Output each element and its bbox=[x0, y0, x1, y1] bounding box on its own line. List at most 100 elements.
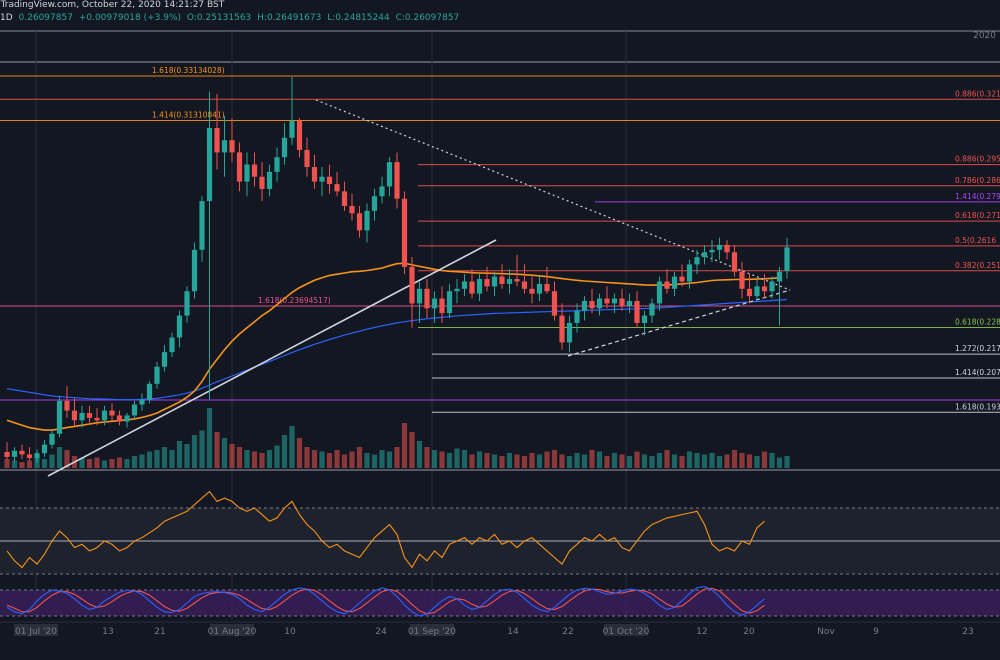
candle-75 bbox=[566, 315, 573, 353]
volume-bar-38 bbox=[289, 426, 295, 468]
last-price: 0.26097857 bbox=[18, 13, 73, 23]
candle-74 bbox=[559, 303, 565, 350]
candle-95 bbox=[716, 237, 723, 260]
candle-body-30 bbox=[229, 140, 235, 153]
candle-body-28 bbox=[214, 128, 220, 153]
candle-body-17 bbox=[131, 404, 138, 416]
volume-bar-34 bbox=[259, 453, 265, 468]
candle-body-75 bbox=[566, 322, 573, 343]
candle-102 bbox=[769, 276, 775, 299]
volume-bar-41 bbox=[311, 450, 318, 468]
stoch-band bbox=[0, 590, 1000, 616]
candle-92 bbox=[694, 249, 700, 275]
volume-bar-59 bbox=[446, 453, 453, 468]
time-tick-8: 22 bbox=[562, 627, 573, 637]
candle-body-49 bbox=[371, 196, 378, 211]
candle-body-59 bbox=[446, 291, 453, 314]
candle-83 bbox=[626, 293, 633, 314]
candle-58 bbox=[439, 286, 445, 323]
candle-body-29 bbox=[221, 140, 228, 153]
volume-bar-96 bbox=[724, 454, 730, 468]
candle-35 bbox=[266, 164, 273, 197]
candle-87 bbox=[656, 276, 663, 311]
candle-body-76 bbox=[574, 310, 580, 323]
candle-2 bbox=[19, 444, 25, 460]
candle-1 bbox=[11, 447, 18, 462]
candle-body-13 bbox=[101, 410, 108, 421]
chart-header: n TradingView.com, October 22, 2020 14:2… bbox=[0, 0, 1000, 28]
candle-67 bbox=[506, 269, 513, 294]
candle-body-41 bbox=[311, 167, 318, 182]
candle-body-51 bbox=[386, 162, 393, 187]
candle-body-50 bbox=[379, 186, 385, 197]
candle-body-40 bbox=[304, 149, 310, 167]
candle-body-22 bbox=[169, 337, 175, 353]
candle-body-34 bbox=[259, 176, 265, 189]
volume-bar-30 bbox=[229, 444, 235, 468]
volume-bar-70 bbox=[529, 453, 535, 468]
time-tick-13: 9 bbox=[873, 627, 879, 637]
volume-bar-86 bbox=[649, 456, 655, 468]
candle-46 bbox=[349, 193, 355, 221]
candle-body-71 bbox=[536, 283, 543, 294]
candle-body-67 bbox=[506, 279, 513, 284]
candle-48 bbox=[364, 203, 370, 243]
candle-21 bbox=[161, 344, 168, 372]
candle-body-63 bbox=[476, 279, 483, 294]
candle-body-24 bbox=[184, 291, 190, 316]
candle-22 bbox=[169, 332, 175, 357]
candle-body-83 bbox=[626, 300, 633, 306]
candle-body-78 bbox=[589, 300, 595, 309]
time-tick-10: 12 bbox=[696, 627, 707, 637]
candle-19 bbox=[146, 381, 153, 404]
tick-badge-9 bbox=[604, 624, 648, 636]
candle-body-27 bbox=[206, 128, 213, 202]
time-tick-0: 01 Jul '20 bbox=[15, 627, 57, 637]
candle-body-25 bbox=[191, 249, 198, 292]
volume-bar-20 bbox=[154, 450, 160, 468]
candle-84 bbox=[634, 291, 640, 328]
candle-body-70 bbox=[529, 288, 535, 294]
candle-body-80 bbox=[604, 298, 610, 304]
candle-body-66 bbox=[499, 276, 505, 284]
candle-body-65 bbox=[491, 276, 498, 287]
volume-bar-10 bbox=[79, 457, 85, 468]
candle-33 bbox=[251, 152, 258, 187]
trendlines bbox=[47, 99, 791, 477]
volume-bar-87 bbox=[656, 453, 663, 468]
candle-body-98 bbox=[739, 271, 745, 289]
volume-bar-51 bbox=[386, 451, 393, 468]
volume-bar-31 bbox=[236, 447, 243, 468]
candle-body-91 bbox=[686, 264, 693, 282]
candle-body-101 bbox=[761, 286, 768, 292]
ohlc-readout: 1D 0.26097857 +0.00979018 (+3.9%) O:0.25… bbox=[0, 13, 462, 24]
volume-bar-58 bbox=[439, 451, 445, 468]
volume-bar-68 bbox=[514, 454, 520, 468]
candle-body-45 bbox=[341, 191, 348, 206]
candle-34 bbox=[259, 162, 265, 202]
candle-57 bbox=[431, 291, 438, 323]
candle-body-79 bbox=[596, 298, 603, 309]
candle-91 bbox=[686, 259, 693, 289]
time-tick-9: 01 Oct '20 bbox=[603, 627, 650, 637]
candle-body-15 bbox=[116, 415, 123, 422]
candle-86 bbox=[649, 298, 655, 323]
candle-body-38 bbox=[289, 120, 295, 138]
candle-body-68 bbox=[514, 279, 520, 282]
candle-16 bbox=[124, 413, 130, 428]
candle-body-20 bbox=[154, 366, 160, 384]
candle-body-64 bbox=[484, 279, 490, 287]
candle-body-42 bbox=[319, 176, 325, 182]
candle-body-53 bbox=[401, 198, 408, 267]
candle-45 bbox=[341, 181, 348, 211]
candle-12 bbox=[94, 408, 100, 426]
candle-body-19 bbox=[146, 383, 153, 400]
time-tick-2: 21 bbox=[154, 627, 165, 637]
candle-body-8 bbox=[64, 400, 70, 411]
volume-bar-48 bbox=[364, 453, 370, 468]
fib-label-2: 0.886(0.3218 bbox=[955, 89, 1000, 98]
fibonacci-levels: 1.618(0.33134028) 1.414(0.31310841) 0.886(… bbox=[0, 66, 1000, 413]
candle-body-14 bbox=[109, 410, 115, 416]
